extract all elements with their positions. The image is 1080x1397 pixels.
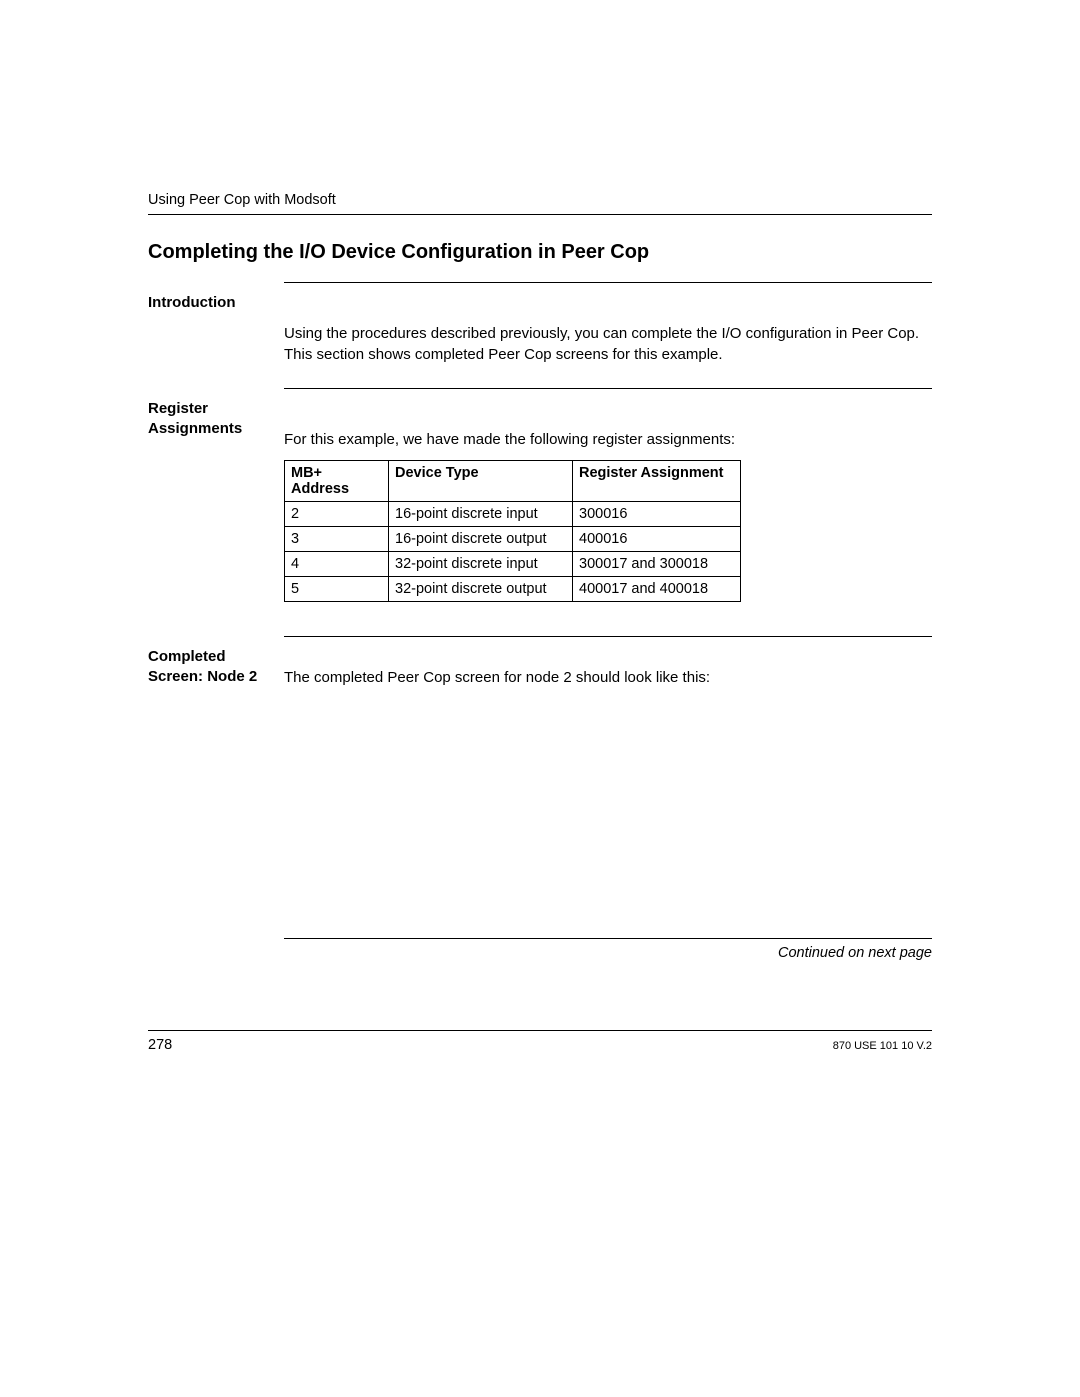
- cell-register-assignment: 300016: [573, 501, 741, 526]
- cell-register-assignment: 400017 and 400018: [573, 576, 741, 601]
- continued-notice: Continued on next page: [284, 945, 932, 961]
- cell-device-type: 16-point discrete input: [389, 501, 573, 526]
- page-footer: 278 870 USE 101 10 V.2: [148, 1030, 932, 1053]
- register-block: Register Assignments For this example, w…: [284, 389, 932, 636]
- page-number: 278: [148, 1037, 172, 1053]
- col-header-device-type: Device Type: [389, 460, 573, 501]
- rule-before-continued: [284, 938, 932, 939]
- table-row: 4 32-point discrete input 300017 and 300…: [285, 551, 741, 576]
- page: Using Peer Cop with Modsoft Completing t…: [0, 0, 1080, 1397]
- table-row: 2 16-point discrete input 300016: [285, 501, 741, 526]
- completed-text: The completed Peer Cop screen for node 2…: [284, 667, 932, 688]
- running-header: Using Peer Cop with Modsoft: [148, 192, 932, 208]
- cell-device-type: 32-point discrete output: [389, 576, 573, 601]
- table-row: 3 16-point discrete output 400016: [285, 526, 741, 551]
- cell-mb-address: 4: [285, 551, 389, 576]
- cell-mb-address: 3: [285, 526, 389, 551]
- cell-register-assignment: 300017 and 300018: [573, 551, 741, 576]
- intro-text: Using the procedures described previousl…: [284, 323, 932, 366]
- cell-device-type: 16-point discrete output: [389, 526, 573, 551]
- cell-device-type: 32-point discrete input: [389, 551, 573, 576]
- table-row: 5 32-point discrete output 400017 and 40…: [285, 576, 741, 601]
- content-area: Introduction Using the procedures descri…: [284, 282, 932, 961]
- footer-row: 278 870 USE 101 10 V.2: [148, 1037, 932, 1053]
- footer-rule: [148, 1030, 932, 1031]
- table-header-row: MB+ Address Device Type Register Assignm…: [285, 460, 741, 501]
- cell-mb-address: 5: [285, 576, 389, 601]
- header-rule: [148, 214, 932, 215]
- completed-label: Completed Screen: Node 2: [148, 647, 272, 688]
- intro-label: Introduction: [148, 293, 272, 313]
- doc-id: 870 USE 101 10 V.2: [833, 1040, 932, 1052]
- intro-block: Introduction Using the procedures descri…: [284, 283, 932, 388]
- register-table: MB+ Address Device Type Register Assignm…: [284, 460, 741, 602]
- register-lead-text: For this example, we have made the follo…: [284, 429, 932, 450]
- register-label: Register Assignments: [148, 399, 272, 440]
- completed-block: Completed Screen: Node 2 The completed P…: [284, 637, 932, 938]
- col-header-register-assignment: Register Assignment: [573, 460, 741, 501]
- page-title: Completing the I/O Device Configuration …: [148, 241, 932, 264]
- cell-mb-address: 2: [285, 501, 389, 526]
- col-header-mb-address: MB+ Address: [285, 460, 389, 501]
- cell-register-assignment: 400016: [573, 526, 741, 551]
